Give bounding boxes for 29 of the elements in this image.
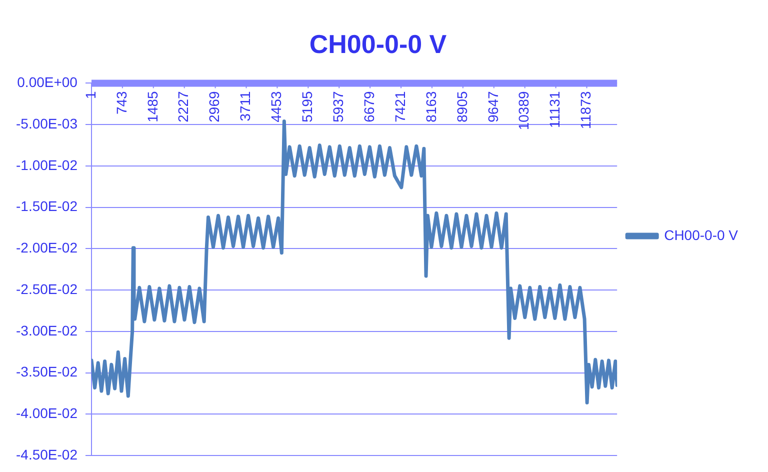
x-tick-label: 4453 [268,91,284,122]
x-tick-label: 1 [82,90,98,99]
y-tick-label: -2.50E-02 [16,280,78,297]
y-tick-label: -4.00E-02 [16,405,78,422]
x-tick-label: 11131 [546,90,563,128]
x-tick-label: 7421 [392,91,408,122]
x-tick-label: 11873 [578,91,594,130]
y-tick-label: 0.00E+00 [17,74,78,90]
x-tick-label: 6679 [360,91,377,122]
y-tick-label: -5.00E-03 [16,115,78,132]
chart-title: CH00-0-0 V [309,28,448,59]
x-tick-label: 2227 [175,91,192,122]
legend-label: CH00-0-0 V [664,226,739,243]
x-tick-label: 3711 [237,90,254,122]
y-tick-label: -3.00E-02 [16,322,78,338]
x-tick-label: 1485 [144,91,160,122]
x-tick-label: 743 [113,90,130,115]
y-tick-label: -2.00E-02 [16,240,78,256]
x-tick-label: 5195 [299,91,316,122]
y-tick-label: -1.50E-02 [16,198,78,214]
y-tick-label: -4.50E-02 [16,446,78,462]
x-tick-label: 8163 [422,91,439,122]
x-tick-label: 10389 [516,90,532,130]
y-tick-label: -3.50E-02 [16,364,78,380]
y-tick-label: -1.00E-02 [16,156,78,173]
x-tick-label: 2969 [206,91,222,122]
x-tick-label: 8905 [454,91,470,122]
x-tick-label: 5937 [330,91,346,122]
x-tick-label: 9647 [484,91,501,122]
